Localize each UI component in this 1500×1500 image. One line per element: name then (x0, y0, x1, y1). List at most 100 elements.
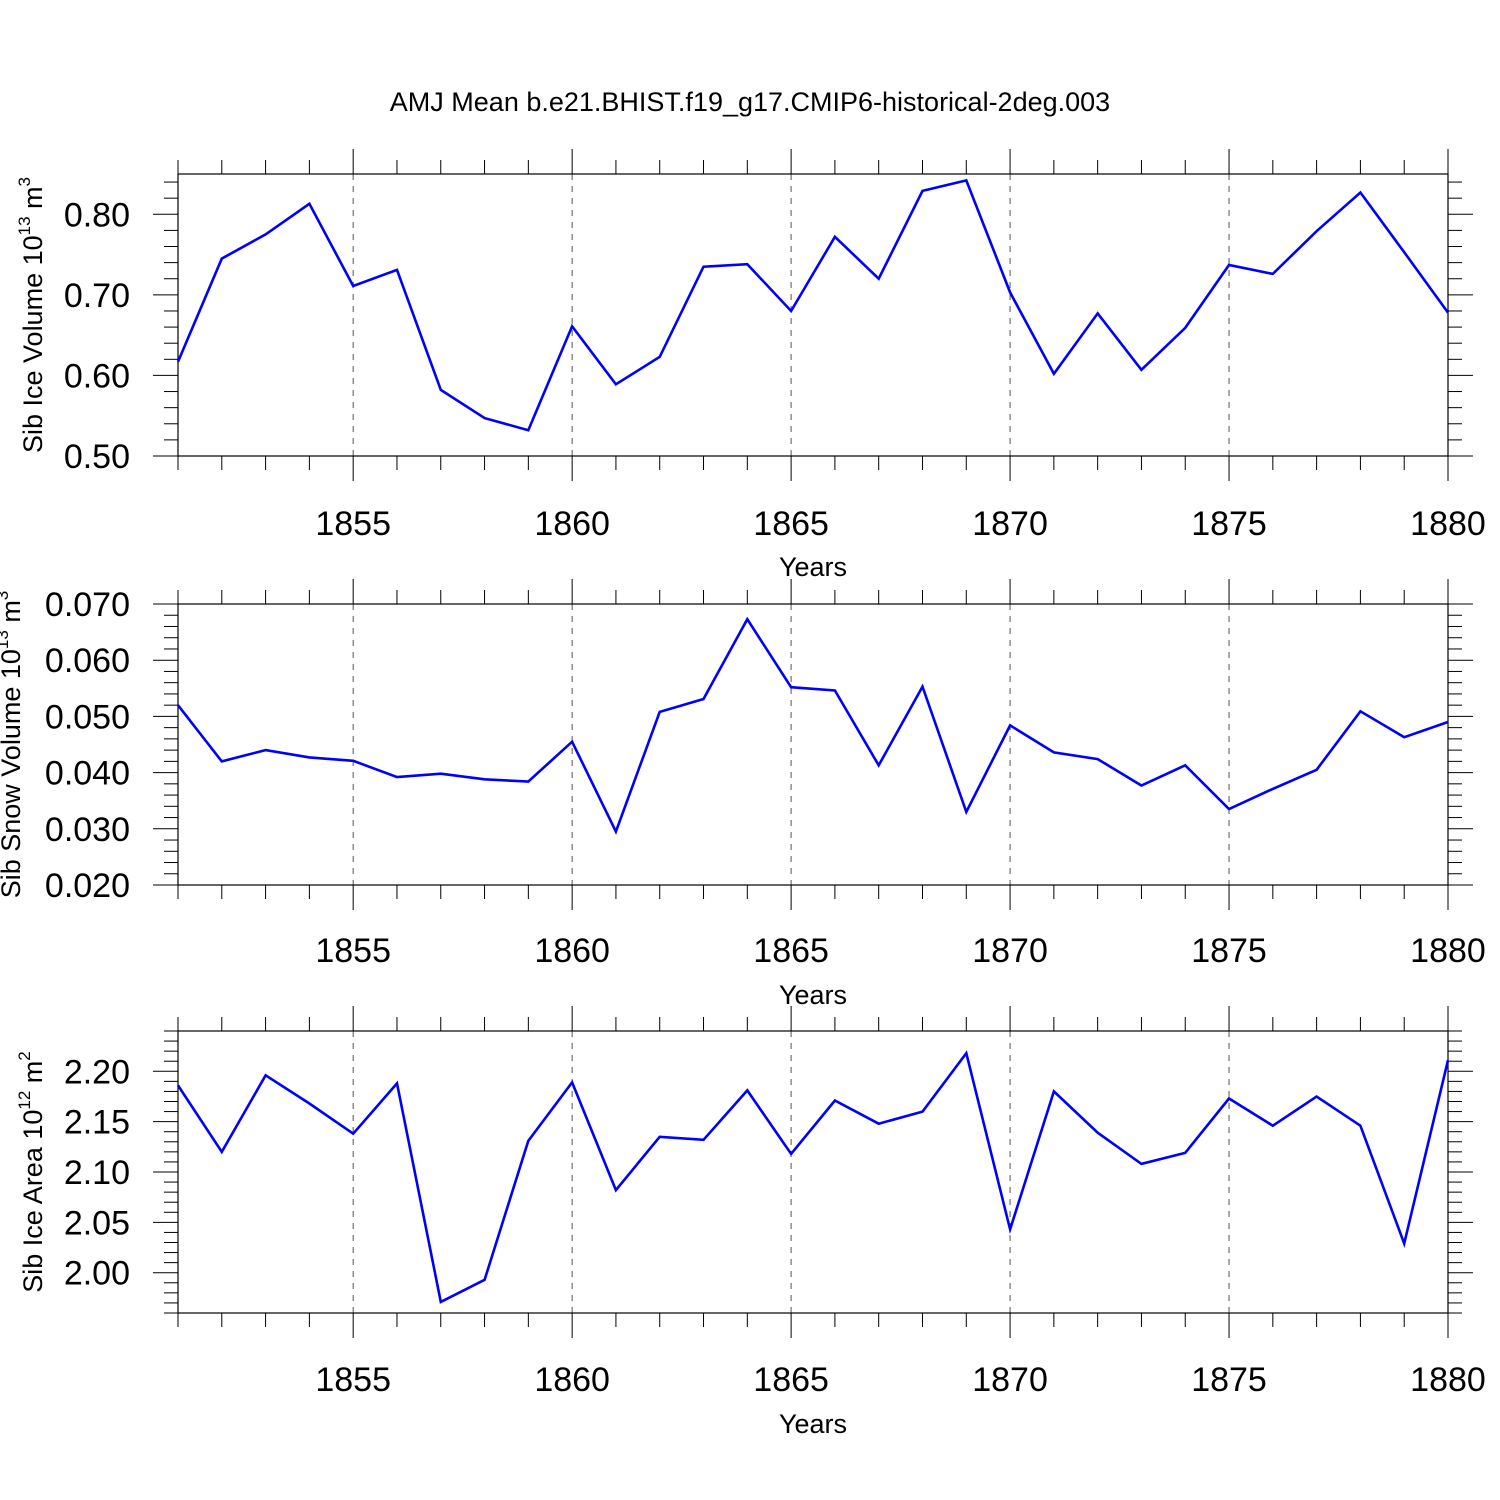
x-tick-label: 1865 (753, 505, 829, 543)
data-point (745, 617, 749, 621)
data-point (176, 360, 180, 364)
data-point (1139, 1162, 1143, 1166)
data-point (833, 689, 837, 693)
data-point (702, 265, 706, 269)
data-point (526, 428, 530, 432)
x-tick-label: 1860 (534, 932, 610, 970)
data-point (1052, 750, 1056, 754)
data-point (920, 685, 924, 689)
data-point (1139, 368, 1143, 372)
data-point (920, 1110, 924, 1114)
data-point (745, 262, 749, 266)
y-tick-label: 2.10 (64, 1154, 130, 1192)
data-point (1227, 1096, 1231, 1100)
data-point (395, 1081, 399, 1085)
data-point (439, 772, 443, 776)
data-point (1096, 757, 1100, 761)
data-point (614, 830, 618, 834)
data-point (1358, 709, 1362, 713)
data-point (920, 189, 924, 193)
data-point (264, 232, 268, 236)
panel-sib-ice-area: 1855 1860 1865 1870 1875 1880 Years 2.00 2.05 2.1… (15, 1006, 1486, 1439)
y-tick-label: 2.00 (64, 1255, 130, 1293)
data-point (1008, 290, 1012, 294)
y-axis-label: Sib Ice Volume 1013 m3 (15, 177, 48, 453)
data-point (789, 309, 793, 313)
x-tick-label: 1870 (972, 1361, 1048, 1399)
data-point (526, 1139, 530, 1143)
y-axis-label: Sib Ice Area 1012 m2 (15, 1051, 48, 1293)
data-point (1183, 763, 1187, 767)
x-axis-label: Years (779, 1409, 847, 1439)
chart-title: AMJ Mean b.e21.BHIST.f19_g17.CMIP6-histo… (390, 87, 1110, 117)
data-point (614, 382, 618, 386)
data-point (702, 697, 706, 701)
y-axis-label: Sib Snow Volume 1013 m3 (0, 591, 26, 899)
data-point (1183, 326, 1187, 330)
data-point (483, 416, 487, 420)
x-tick-label: 1855 (315, 1361, 391, 1399)
data-point (1096, 311, 1100, 315)
data-point (483, 777, 487, 781)
plot-frame (177, 1030, 1449, 1314)
x-axis-label: Years (779, 552, 847, 582)
panel-sib-ice-volume: 1855 1860 1865 1870 1875 1880 Years 0.50 0.60 0.7… (15, 149, 1486, 582)
data-point (1139, 784, 1143, 788)
data-point (307, 755, 311, 759)
y-tick-label: 0.070 (45, 586, 130, 624)
series-line (176, 616, 1449, 835)
data-point (658, 710, 662, 714)
data-point (1271, 1124, 1275, 1128)
data-point (570, 1080, 574, 1084)
panel-sib-snow-volume: 1855 1860 1865 1870 1875 1880 Years 0.020 0.030 0… (0, 579, 1486, 1010)
x-tick-label: 1880 (1410, 1361, 1486, 1399)
data-point (745, 1088, 749, 1092)
data-point (1402, 735, 1406, 739)
y-tick-label: 0.040 (45, 755, 130, 793)
data-point (307, 1102, 311, 1106)
x-tick-label: 1875 (1191, 932, 1267, 970)
data-point (395, 268, 399, 272)
x-tick-label: 1855 (315, 505, 391, 543)
y-tick-label: 2.15 (64, 1104, 130, 1142)
data-point (789, 685, 793, 689)
data-point (1358, 191, 1362, 195)
data-point (833, 235, 837, 239)
data-point (1052, 1089, 1056, 1093)
series-line (176, 178, 1450, 432)
data-point (526, 780, 530, 784)
data-point (1446, 311, 1450, 315)
data-point (176, 703, 180, 707)
data-point (176, 1083, 180, 1087)
x-tick-label: 1880 (1410, 505, 1486, 543)
data-point (1315, 768, 1319, 772)
x-tick-label: 1855 (315, 932, 391, 970)
data-point (220, 1150, 224, 1154)
data-point (964, 810, 968, 814)
data-point (351, 759, 355, 763)
data-point (877, 1122, 881, 1126)
x-tick-label: 1880 (1410, 932, 1486, 970)
x-tick-label: 1860 (534, 505, 610, 543)
data-point (351, 1132, 355, 1136)
y-tick-label: 2.20 (64, 1053, 130, 1091)
data-point (658, 1135, 662, 1139)
data-point (833, 1098, 837, 1102)
data-point (1271, 272, 1275, 276)
data-point (570, 740, 574, 744)
x-tick-label: 1870 (972, 505, 1048, 543)
data-point (1052, 372, 1056, 376)
data-point (307, 202, 311, 206)
data-point (1008, 723, 1012, 727)
data-point (439, 1300, 443, 1304)
data-point (964, 178, 968, 182)
data-point (1271, 787, 1275, 791)
data-point (1008, 1227, 1012, 1231)
data-point (220, 759, 224, 763)
x-tick-label: 1865 (753, 1361, 829, 1399)
y-tick-label: 2.05 (64, 1204, 130, 1242)
data-point (658, 355, 662, 359)
data-point (877, 277, 881, 281)
x-tick-label: 1865 (753, 932, 829, 970)
data-point (351, 284, 355, 288)
